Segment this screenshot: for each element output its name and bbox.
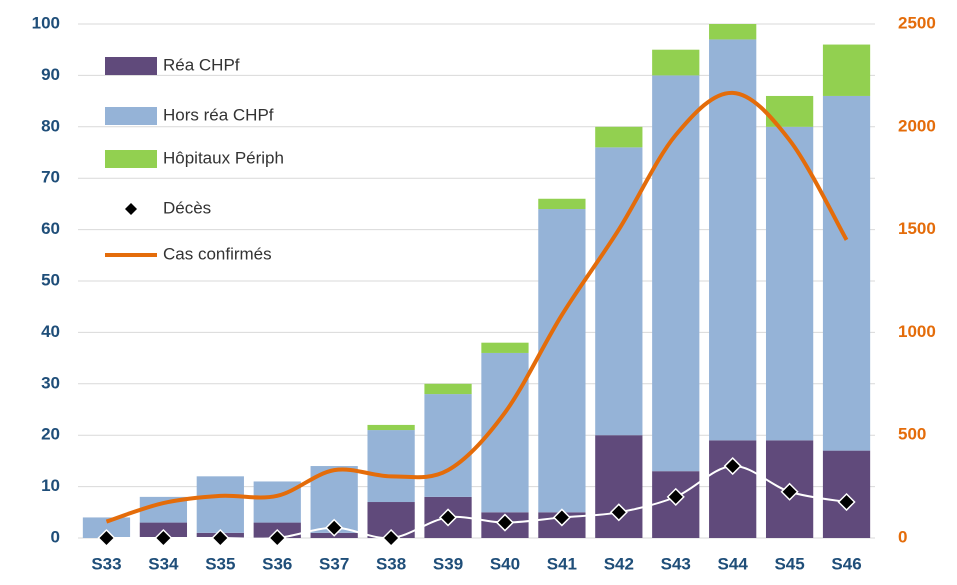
bar — [595, 126, 643, 148]
bar — [424, 383, 472, 395]
bar — [595, 147, 643, 436]
x-tick-label: S44 — [718, 554, 749, 573]
x-tick-label: S35 — [205, 554, 235, 573]
y2-tick-label: 1500 — [898, 219, 936, 238]
y-tick-label: 30 — [41, 373, 60, 392]
bar — [595, 435, 643, 538]
x-tick-label: S36 — [262, 554, 292, 573]
marker — [552, 508, 571, 527]
bar — [709, 24, 757, 40]
marker — [97, 528, 116, 548]
marker — [211, 528, 230, 548]
x-tick-label: S34 — [148, 554, 179, 573]
marker — [837, 492, 856, 512]
y2-tick-label: 500 — [898, 425, 926, 444]
legend-swatch — [105, 150, 157, 168]
x-tick-label: S40 — [490, 554, 520, 573]
bar — [82, 517, 131, 538]
bar — [367, 430, 415, 503]
marker — [495, 513, 515, 532]
bar — [822, 95, 871, 451]
bar — [538, 209, 586, 513]
bar — [709, 39, 757, 441]
marker — [382, 528, 401, 548]
y-tick-label: 40 — [41, 322, 60, 341]
y2-tick-label: 1000 — [898, 322, 936, 341]
bar — [424, 394, 472, 497]
y-tick-label: 80 — [41, 116, 60, 135]
bar — [367, 424, 415, 431]
legend-swatch — [105, 57, 157, 75]
bar — [709, 440, 757, 538]
x-tick-label: S43 — [661, 554, 691, 573]
legend-label: Cas confirmés — [163, 244, 272, 263]
legend-label: Hors réa CHPf — [163, 105, 274, 124]
marker — [666, 487, 685, 506]
bar — [765, 126, 814, 441]
y-tick-label: 10 — [41, 476, 60, 495]
marker — [325, 518, 344, 537]
x-tick-label: S37 — [319, 554, 349, 573]
legend-label: Hôpitaux Périph — [163, 148, 284, 167]
line — [105, 90, 849, 524]
x-tick-label: S41 — [547, 554, 577, 573]
y2-tick-label: 2000 — [898, 116, 936, 135]
y2-tick-label: 2500 — [898, 13, 936, 32]
legend-swatch — [105, 107, 157, 125]
bar — [196, 476, 244, 533]
bar — [652, 49, 700, 76]
bar — [481, 342, 529, 353]
marker — [609, 503, 628, 522]
y-tick-label: 100 — [32, 13, 60, 32]
x-tick-label: S33 — [91, 554, 121, 573]
marker — [780, 482, 799, 501]
legend-label: Décès — [163, 198, 211, 217]
x-tick-label: S42 — [604, 554, 634, 573]
marker — [154, 528, 173, 548]
y-tick-label: 90 — [41, 65, 60, 84]
x-tick-label: S38 — [376, 554, 406, 573]
x-tick-label: S39 — [433, 554, 463, 573]
bar — [538, 198, 586, 210]
y-tick-label: 0 — [51, 527, 60, 546]
x-tick-label: S45 — [774, 554, 804, 573]
legend-swatch — [125, 203, 137, 215]
x-tick-label: S46 — [831, 554, 861, 573]
y-tick-label: 60 — [41, 219, 60, 238]
y-tick-label: 70 — [41, 168, 60, 187]
bar — [652, 75, 700, 472]
marker — [268, 528, 287, 548]
y2-tick-label: 0 — [898, 527, 907, 546]
marker — [438, 508, 458, 527]
y-tick-label: 50 — [41, 270, 60, 289]
bar — [822, 44, 871, 96]
legend-label: Réa CHPf — [163, 55, 240, 74]
y-tick-label: 20 — [41, 425, 60, 444]
marker — [723, 456, 742, 476]
